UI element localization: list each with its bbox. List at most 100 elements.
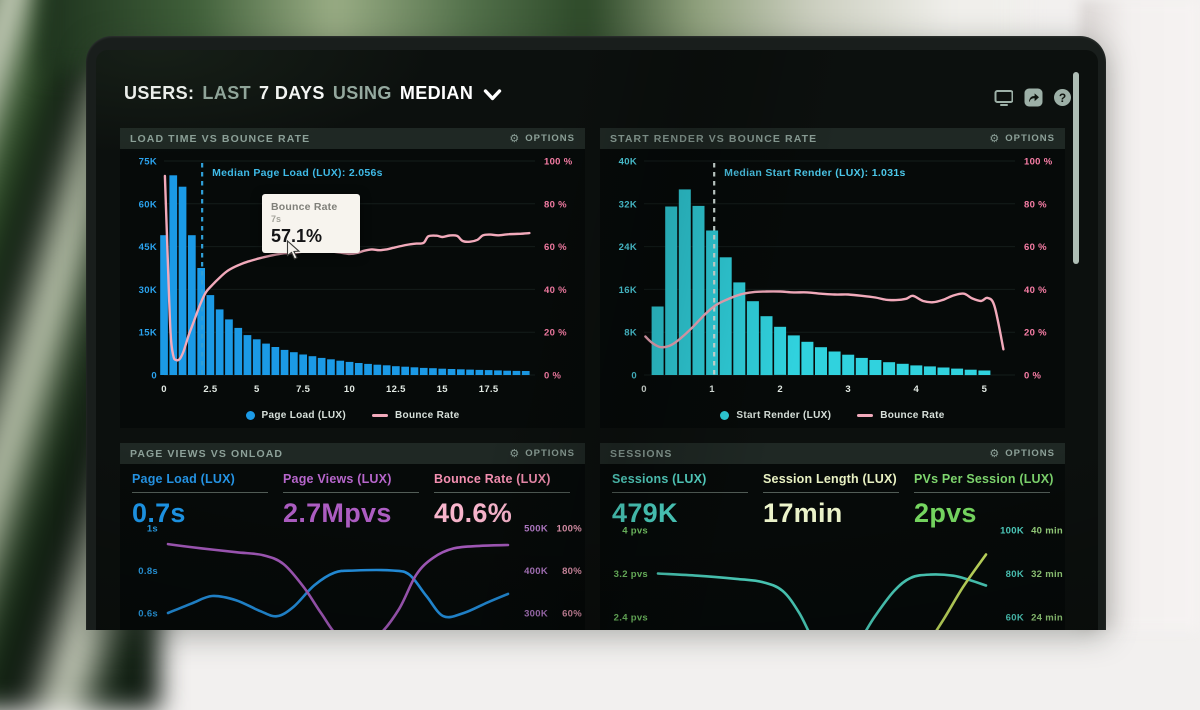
legend-label: Start Render (LUX) — [736, 410, 832, 421]
options-button[interactable]: ⚙ OPTIONS — [989, 133, 1055, 144]
metric-value: 2pvs — [914, 498, 977, 528]
svg-text:300K: 300K — [524, 609, 548, 620]
share-external-icon[interactable] — [1024, 88, 1043, 107]
tooltip-title: Bounce Rate — [271, 201, 338, 213]
svg-text:15: 15 — [437, 384, 449, 395]
svg-text:100%: 100% — [557, 524, 583, 535]
options-button[interactable]: ⚙ OPTIONS — [509, 133, 575, 144]
svg-text:0.6s: 0.6s — [138, 609, 158, 620]
load-time-histogram-chart[interactable]: 75K 100 % 60K 80 % 45K 60 % 30K 40 % 15K 20 % 0 0 %… — [120, 149, 585, 399]
svg-text:0 %: 0 % — [544, 371, 562, 382]
legend-item[interactable]: Start Render (LUX) — [720, 410, 831, 421]
svg-text:5: 5 — [254, 384, 260, 395]
svg-text:75K: 75K — [139, 157, 157, 168]
metric-label: Session Length (LUX) — [763, 472, 897, 486]
options-button[interactable]: ⚙ OPTIONS — [989, 448, 1055, 459]
title-part: 7 DAYS — [259, 83, 325, 103]
legend-item[interactable]: Bounce Rate — [857, 410, 944, 421]
svg-text:0: 0 — [631, 371, 637, 382]
svg-text:4 pvs: 4 pvs — [622, 526, 648, 537]
metric-divider — [283, 492, 419, 493]
sessions-line-chart[interactable]: 4 pvs 3.2 pvs 2.4 pvs 100K 80K 60K 40 min 32 mi… — [600, 523, 1065, 630]
legend-line-marker — [372, 414, 389, 417]
svg-text:80 %: 80 % — [544, 199, 567, 210]
legend-label: Bounce Rate — [880, 410, 945, 421]
svg-text:60%: 60% — [562, 609, 582, 620]
start-render-histogram-chart[interactable]: 40K 100 % 32K 80 % 24K 60 % 16K 40 % 8K 20 % 0 0 % 0… — [600, 149, 1065, 399]
metric-divider — [434, 492, 570, 493]
panel-start-render-vs-bounce-rate: START RENDER VS BOUNCE RATE ⚙ OPTIONS 40… — [600, 128, 1065, 428]
svg-text:8K: 8K — [624, 328, 637, 339]
help-icon[interactable]: ? — [1054, 89, 1071, 106]
metric-value: 0.7s — [132, 498, 186, 528]
display-icon[interactable] — [994, 88, 1013, 107]
chart-legend: Start Render (LUX) Bounce Rate — [600, 410, 1065, 421]
svg-text:40 %: 40 % — [544, 285, 567, 296]
metric-page-load: Page Load (LUX) 0.7s — [132, 472, 283, 529]
svg-text:60K: 60K — [1006, 613, 1024, 624]
svg-text:100 %: 100 % — [544, 157, 573, 168]
svg-text:0: 0 — [161, 384, 167, 395]
svg-text:0: 0 — [641, 384, 647, 395]
scrollbar[interactable] — [1073, 72, 1079, 264]
metric-value: 2.7Mpvs — [283, 498, 392, 528]
chart-legend: Page Load (LUX) Bounce Rate — [120, 410, 585, 421]
panel-sessions: SESSIONS ⚙ OPTIONS Sessions (LUX) 479K S… — [600, 443, 1065, 630]
svg-text:20 %: 20 % — [1024, 328, 1047, 339]
svg-text:0 %: 0 % — [1024, 371, 1042, 382]
svg-text:32 min: 32 min — [1031, 569, 1063, 580]
page-views-onload-line-chart[interactable]: 1s 0.8s 0.6s 500K 400K 300K 100% 80% 60% — [120, 523, 585, 630]
svg-text:5: 5 — [982, 384, 988, 395]
svg-text:40 min: 40 min — [1031, 526, 1063, 537]
metric-label: Bounce Rate (LUX) — [434, 472, 551, 486]
metric-divider — [612, 492, 748, 493]
svg-text:40 %: 40 % — [1024, 285, 1047, 296]
svg-text:0.8s: 0.8s — [138, 566, 158, 577]
toolbar-icons: ? — [994, 88, 1071, 107]
panel-page-views-vs-onload: PAGE VIEWS VS ONLOAD ⚙ OPTIONS Page Load… — [120, 443, 585, 630]
chevron-down-icon[interactable] — [483, 88, 502, 101]
metrics-row: Page Load (LUX) 0.7s Page Views (LUX) 2.… — [120, 464, 585, 529]
legend-dot-marker — [245, 411, 255, 420]
legend-line-marker — [857, 414, 874, 417]
title-part: LAST — [202, 83, 252, 103]
legend-item[interactable]: Page Load (LUX) — [245, 410, 347, 421]
metric-sessions: Sessions (LUX) 479K — [612, 472, 763, 529]
metric-divider — [132, 492, 268, 493]
svg-text:24K: 24K — [619, 242, 637, 253]
svg-text:17.5: 17.5 — [479, 384, 499, 395]
metric-session-length: Session Length (LUX) 17min — [763, 472, 914, 529]
chart-tooltip: Bounce Rate 7s 57.1% — [262, 194, 360, 253]
metric-page-views: Page Views (LUX) 2.7Mpvs — [283, 472, 434, 529]
tooltip-subtitle: 7s — [271, 214, 282, 224]
panel-header: PAGE VIEWS VS ONLOAD ⚙ OPTIONS — [120, 443, 585, 464]
svg-text:16K: 16K — [619, 285, 637, 296]
gear-icon: ⚙ — [989, 447, 1001, 460]
title-part: MEDIAN — [399, 83, 474, 103]
svg-text:1: 1 — [709, 384, 715, 395]
panel-load-time-vs-bounce-rate: LOAD TIME VS BOUNCE RATE ⚙ OPTIONS 75K 10… — [120, 128, 585, 428]
metric-divider — [763, 492, 899, 493]
legend-item[interactable]: Bounce Rate — [372, 410, 459, 421]
svg-text:2.4 pvs: 2.4 pvs — [614, 613, 648, 624]
panel-title: SESSIONS — [610, 447, 673, 460]
panel-title: LOAD TIME VS BOUNCE RATE — [130, 132, 311, 145]
svg-text:60K: 60K — [139, 199, 157, 210]
gear-icon: ⚙ — [509, 132, 521, 145]
metric-bounce-rate: Bounce Rate (LUX) 40.6% — [434, 472, 585, 529]
svg-text:60 %: 60 % — [1024, 242, 1047, 253]
legend-dot-marker — [720, 411, 730, 420]
svg-text:7.5: 7.5 — [296, 384, 311, 395]
svg-text:100K: 100K — [1000, 526, 1024, 537]
svg-text:24 min: 24 min — [1031, 613, 1063, 624]
svg-text:2: 2 — [777, 384, 783, 395]
options-button[interactable]: ⚙ OPTIONS — [509, 448, 575, 459]
panel-header: START RENDER VS BOUNCE RATE ⚙ OPTIONS — [600, 128, 1065, 149]
options-label: OPTIONS — [1005, 448, 1055, 459]
svg-text:100 %: 100 % — [1024, 157, 1053, 168]
svg-text:4: 4 — [913, 384, 919, 395]
svg-text:500K: 500K — [524, 524, 548, 535]
page-title: USERS: LAST 7 DAYS USING MEDIAN — [124, 83, 502, 104]
svg-text:10: 10 — [344, 384, 355, 395]
